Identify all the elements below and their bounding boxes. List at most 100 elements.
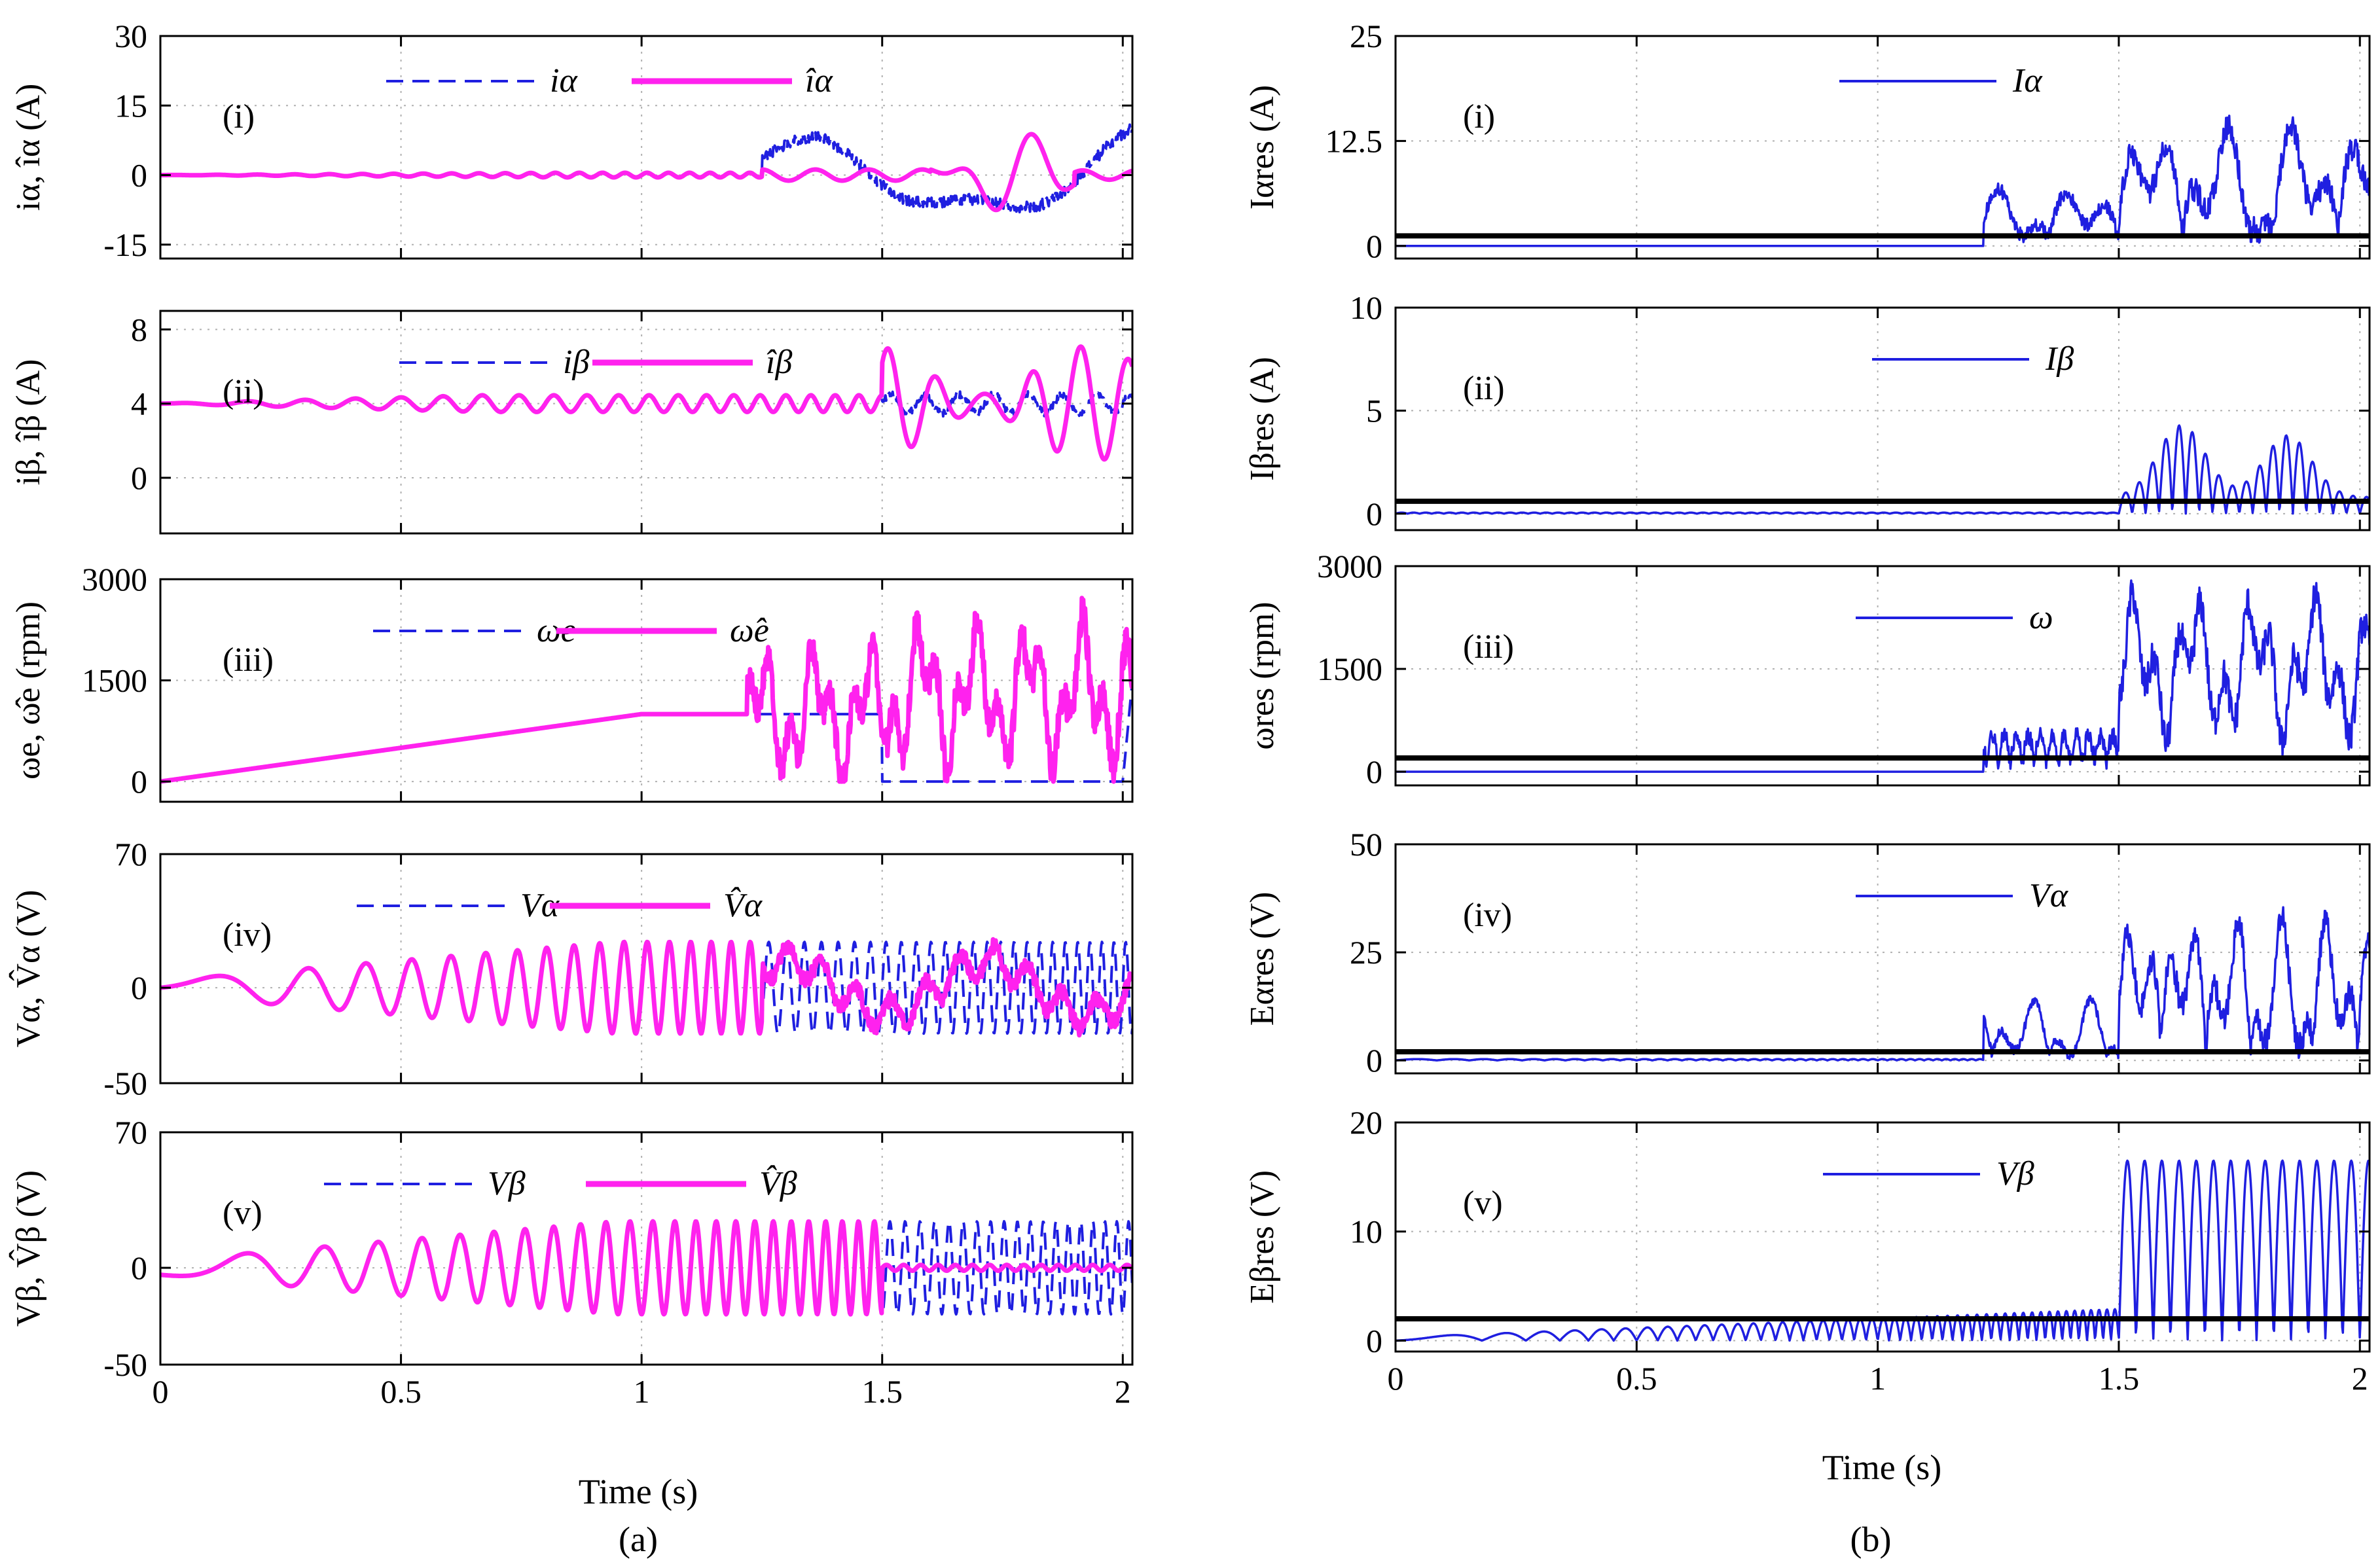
subplot-a3: 0 1500 3000 ωe, ω̂e (rpm) (iii) ωe ω̂e bbox=[10, 561, 1134, 803]
panel-tag-b3: (iii) bbox=[1463, 628, 1514, 666]
xtick-label-a5-1: 0.5 bbox=[380, 1373, 422, 1410]
legend-label-a1-0: iα bbox=[550, 62, 578, 99]
ytick-label-a4-2: 70 bbox=[115, 836, 147, 872]
ytick-label-a3-2: 3000 bbox=[82, 561, 147, 598]
axes-box-a4 bbox=[159, 853, 1134, 1084]
xtick-label-a5-0: 0 bbox=[153, 1373, 169, 1410]
legend-b3: ω bbox=[1856, 599, 2053, 636]
legend-label-a2-1: îβ bbox=[766, 344, 792, 381]
ylabel-a3: ωe, ω̂e (rpm) bbox=[10, 601, 47, 780]
ytick-label-a5-1: 0 bbox=[131, 1249, 147, 1286]
legend-label-b5-0: Vβ bbox=[1996, 1155, 2034, 1192]
subplot-b1: 0 12.5 25 Iαres (A) (i) Iα bbox=[1244, 18, 2371, 264]
panel-tag-b5: (v) bbox=[1463, 1185, 1503, 1222]
series-line-a2-1 bbox=[160, 344, 1132, 462]
subplot-b4: 0 25 50 Eαres (V) (iv) Vα bbox=[1244, 826, 2371, 1079]
series-line-a1-1 bbox=[160, 132, 1132, 213]
series-line-a4-1 bbox=[160, 937, 1132, 1038]
ytick-label-b1-0: 0 bbox=[1366, 228, 1382, 264]
legend-a1: iα îα bbox=[386, 62, 833, 99]
ytick-label-b1-2: 25 bbox=[1350, 18, 1382, 54]
series-group-a2 bbox=[160, 344, 1132, 462]
ytick-label-a5-0: -50 bbox=[103, 1346, 147, 1383]
legend-label-b4-0: Vα bbox=[2029, 877, 2069, 914]
xtick-label-a5-4: 2 bbox=[1115, 1373, 1131, 1410]
ytick-label-b2-0: 0 bbox=[1366, 495, 1382, 532]
panel-tag-b1: (i) bbox=[1463, 98, 1495, 135]
ytick-label-b4-1: 25 bbox=[1350, 934, 1382, 971]
ytick-label-b5-0: 0 bbox=[1366, 1322, 1382, 1359]
legend-label-b3-0: ω bbox=[2029, 599, 2053, 636]
series-group-a4 bbox=[160, 937, 1132, 1038]
series-group-b4 bbox=[1396, 906, 2370, 1062]
ytick-label-b5-2: 20 bbox=[1350, 1104, 1382, 1141]
legend-a3: ωe ω̂e bbox=[373, 612, 769, 649]
panel-tag-b2: (ii) bbox=[1463, 370, 1505, 407]
legend-b5: Vβ bbox=[1823, 1155, 2034, 1192]
panel-tag-a4: (iv) bbox=[223, 916, 272, 954]
ylabel-a2: iβ, îβ (A) bbox=[10, 359, 47, 486]
ytick-label-a2-1: 4 bbox=[131, 385, 147, 422]
ytick-label-b5-1: 10 bbox=[1350, 1213, 1382, 1250]
axes-box-b4 bbox=[1394, 843, 2371, 1075]
legend-label-a5-1: V̂β bbox=[759, 1165, 797, 1202]
series-group-b2 bbox=[1396, 424, 2370, 515]
ylabel-a4: Vα, V̂α (V) bbox=[9, 890, 47, 1048]
panel-b-caption: (b) bbox=[1850, 1520, 1892, 1559]
ytick-label-a1-3: 30 bbox=[115, 18, 147, 54]
panel-a-caption: (a) bbox=[619, 1520, 658, 1559]
ytick-label-a4-0: -50 bbox=[103, 1065, 147, 1102]
ytick-label-a4-1: 0 bbox=[131, 969, 147, 1006]
ylabel-a5: Vβ, V̂β (V) bbox=[9, 1170, 47, 1327]
ytick-label-b3-2: 3000 bbox=[1317, 548, 1382, 584]
ytick-label-b2-1: 5 bbox=[1366, 392, 1382, 429]
subplot-a1: -15 0 15 30 iα, îα (A) (i) iα îα bbox=[10, 18, 1134, 263]
ytick-label-b2-2: 10 bbox=[1350, 289, 1382, 326]
ytick-label-b3-0: 0 bbox=[1366, 753, 1382, 790]
ylabel-b2: Iβres (A) bbox=[1244, 357, 1281, 481]
ytick-label-b4-2: 50 bbox=[1350, 826, 1382, 863]
xtick-label-a5-3: 1.5 bbox=[861, 1373, 903, 1410]
ylabel-b4: Eαres (V) bbox=[1244, 892, 1281, 1026]
xtick-label-b5-4: 2 bbox=[2352, 1360, 2368, 1397]
legend-label-a5-0: Vβ bbox=[488, 1165, 526, 1202]
axes-box-b3 bbox=[1394, 565, 2371, 787]
ytick-label-b3-1: 1500 bbox=[1317, 651, 1382, 687]
panel-tag-a5: (v) bbox=[223, 1194, 262, 1232]
legend-label-a4-1: V̂α bbox=[723, 887, 763, 924]
legend-label-a1-1: îα bbox=[805, 62, 833, 99]
series-line-b2-0 bbox=[1396, 424, 2370, 515]
panel-tag-a3: (iii) bbox=[223, 641, 274, 679]
axes-box-a1 bbox=[159, 35, 1134, 260]
series-line-a3-1 bbox=[160, 596, 1132, 784]
legend-b1: Iα bbox=[1839, 62, 2043, 99]
ytick-label-a3-1: 1500 bbox=[82, 662, 147, 699]
legend-a5: Vβ V̂β bbox=[324, 1165, 797, 1202]
xtick-label-b5-0: 0 bbox=[1388, 1360, 1404, 1397]
xlabel-b: Time (s) bbox=[1822, 1448, 1942, 1487]
series-group-a1 bbox=[160, 123, 1132, 214]
subplot-a4: -50 0 70 Vα, V̂α (V) (iv) Vα V̂α bbox=[9, 836, 1134, 1102]
ytick-label-a1-2: 15 bbox=[115, 87, 147, 124]
subplot-a2: 0 4 8 iβ, îβ (A) (ii) iβ îβ bbox=[10, 310, 1134, 535]
series-line-b4-0 bbox=[1396, 906, 2370, 1062]
legend-a2: iβ îβ bbox=[399, 344, 792, 381]
axes-box-b1 bbox=[1394, 35, 2371, 260]
series-line-a5-1 bbox=[160, 1219, 1132, 1317]
ytick-label-b4-0: 0 bbox=[1366, 1042, 1382, 1079]
ylabel-b3: ωres (rpm) bbox=[1244, 601, 1281, 749]
axes-box-a5 bbox=[159, 1131, 1134, 1366]
ylabel-a1: iα, îα (A) bbox=[10, 84, 47, 211]
subplot-b3: 0 1500 3000 ωres (rpm) (iii) ω bbox=[1244, 548, 2371, 790]
xtick-label-a5-2: 1 bbox=[634, 1373, 650, 1410]
xlabel-a: Time (s) bbox=[579, 1472, 698, 1511]
ytick-label-a3-0: 0 bbox=[131, 763, 147, 800]
legend-a4: Vα V̂α bbox=[357, 887, 763, 924]
panel-tag-a1: (i) bbox=[223, 98, 255, 135]
ylabel-b1: Iαres (A) bbox=[1244, 85, 1281, 209]
ylabel-b5: Eβres (V) bbox=[1244, 1170, 1281, 1304]
